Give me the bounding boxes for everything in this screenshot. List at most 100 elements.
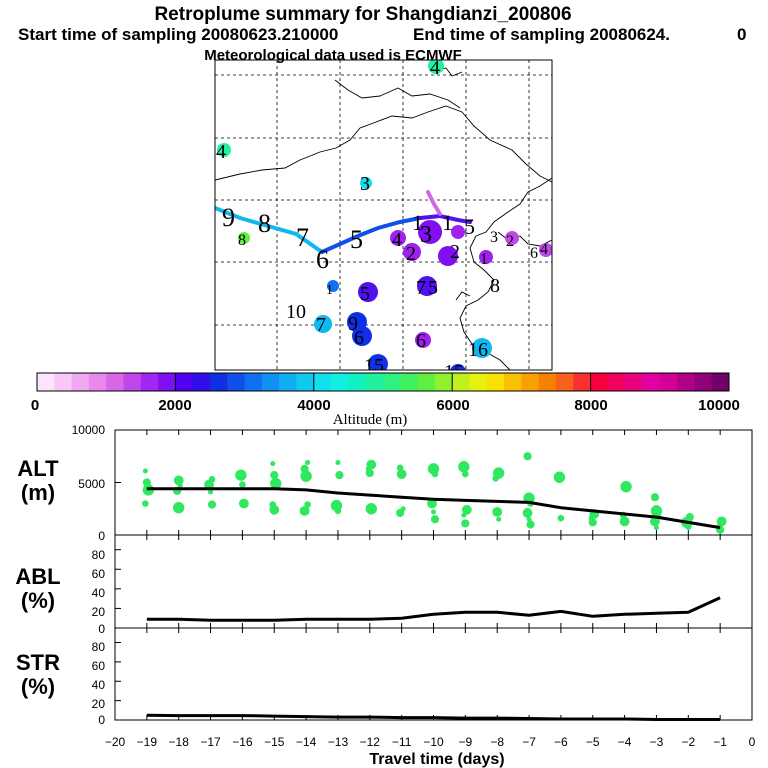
- colorbar-tick-label: 8000: [574, 397, 607, 414]
- alt-scatter-point: [142, 468, 148, 474]
- map-marker: [428, 60, 444, 74]
- colorbar-tick-label: 2000: [158, 397, 191, 414]
- colorbar-segment: [694, 373, 713, 391]
- colorbar-segment: [140, 373, 159, 391]
- colorbar-segment: [486, 373, 505, 391]
- abl-ytick: 80: [92, 548, 106, 562]
- colorbar-segment: [469, 373, 488, 391]
- colorbar-segment: [296, 373, 315, 391]
- alt-scatter-point: [207, 500, 217, 509]
- colorbar-segment: [607, 373, 626, 391]
- colorbar-segment: [365, 373, 384, 391]
- alt-scatter-point: [650, 516, 660, 527]
- x-tick-label: −17: [200, 735, 221, 749]
- colorbar-segment: [400, 373, 419, 391]
- colorbar-segment: [348, 373, 367, 391]
- x-tick-label: −14: [296, 735, 317, 749]
- map-marker: [539, 243, 552, 257]
- map-marker: [360, 177, 372, 189]
- alt-scatter-point: [623, 520, 629, 526]
- x-tick-label: −13: [328, 735, 349, 749]
- map-label: 15: [444, 361, 464, 383]
- colorbar-label: Altitude (m): [333, 412, 408, 428]
- alt-scatter-point: [305, 460, 311, 466]
- trajectory-path: [215, 190, 472, 254]
- colorbar-tick-labels: 0 2000 4000 6000 8000 10000: [31, 397, 740, 414]
- str-title: STR: [16, 650, 60, 675]
- colorbar-segment: [711, 373, 730, 391]
- str-panel-frame: [114, 627, 753, 721]
- colorbar-tick-label: 6000: [436, 397, 469, 414]
- str-panel: STR (%) 80 60 40 20 0: [16, 627, 753, 727]
- map-label: 7: [416, 277, 426, 299]
- end-time-tail: 0: [737, 25, 746, 44]
- alt-ytick: 5000: [78, 477, 105, 491]
- abl-ytick: 60: [92, 567, 106, 581]
- alt-scatter-point: [588, 518, 597, 527]
- str-ytick: 60: [92, 659, 106, 673]
- alt-series-line: [146, 487, 721, 530]
- alt-scatter-point: [173, 475, 184, 486]
- map-label: 4: [430, 57, 440, 79]
- colorbar-segment: [642, 373, 661, 391]
- colorbar-segment: [192, 373, 211, 391]
- alt-scatter-point: [523, 452, 532, 461]
- colorbar-segment: [37, 373, 55, 391]
- x-axis-ticks: −20 −19 −18 −17 −16 −15 −14 −13 −12 −11 −10 −9 −8 −7−…: [105, 735, 756, 749]
- map-label: 2: [450, 241, 460, 263]
- map-label: 3: [420, 222, 432, 248]
- colorbar-segment: [417, 373, 436, 391]
- colorbar-segment: [434, 373, 453, 391]
- alt-scatter-point: [365, 468, 374, 478]
- alt-scatter-point: [492, 507, 503, 517]
- figure-title: Retroplume summary for Shangdianzi_20080…: [154, 4, 571, 25]
- map-label: 6: [416, 330, 426, 352]
- map-label: 8: [490, 275, 500, 297]
- map-label: 2: [406, 243, 416, 265]
- map-marker: [403, 243, 421, 261]
- map-label: 8: [258, 209, 271, 238]
- x-tick-label: −7: [522, 735, 536, 749]
- map-marker: [451, 225, 465, 239]
- map-marker: [479, 250, 493, 264]
- colorbar-segment: [54, 373, 73, 391]
- abl-unit: (%): [21, 588, 55, 613]
- alt-scatter-point: [270, 461, 276, 467]
- abl-ytick: 40: [92, 586, 106, 600]
- map-coastlines: [215, 60, 552, 370]
- str-ytick: 40: [92, 678, 106, 692]
- map-label: 1: [326, 283, 333, 298]
- x-tick-label: 0: [749, 735, 756, 749]
- map-label: 5: [360, 283, 370, 305]
- x-tick-label: −5: [586, 735, 600, 749]
- x-tick-label: −1: [713, 735, 727, 749]
- map-marker: [217, 143, 231, 157]
- x-tick-label: −6: [554, 735, 568, 749]
- map-label: 15: [364, 355, 384, 377]
- map-day-labels: 4 4 3 9 8 8 7 6 5 4 3 2 1 1 5 3 2 2 1 6: [216, 57, 548, 383]
- alt-scatter-point: [177, 483, 183, 489]
- alt-scatter-point: [335, 460, 341, 466]
- x-tick-label: −16: [232, 735, 253, 749]
- str-series-line: [146, 713, 721, 721]
- trajectory-map: 4 4 3 9 8 8 7 6 5 4 3 2 1 1 5 3 2 2 1 6: [214, 57, 553, 383]
- x-tick-label: −4: [618, 735, 632, 749]
- alt-scatter-point: [300, 470, 312, 482]
- map-label: 5: [350, 225, 363, 254]
- colorbar-segment: [504, 373, 522, 391]
- x-axis-label: Travel time (days): [369, 751, 504, 768]
- alt-scatter-point: [204, 479, 214, 490]
- alt-scatter-point: [396, 469, 407, 479]
- colorbar-segment: [556, 373, 574, 391]
- alt-scatter-point: [461, 504, 472, 515]
- alt-scatter-point: [553, 471, 566, 483]
- map-marker: [352, 326, 372, 346]
- colorbar-segment: [313, 373, 332, 391]
- map-grid: [215, 60, 552, 370]
- alt-panel: ALT (m) 10000 5000 0: [17, 423, 753, 543]
- alt-scatter-point: [492, 475, 500, 482]
- map-label: 8: [238, 232, 246, 249]
- map-label: 3: [360, 173, 370, 195]
- map-marker: [327, 280, 339, 292]
- alt-scatter-point: [496, 516, 502, 522]
